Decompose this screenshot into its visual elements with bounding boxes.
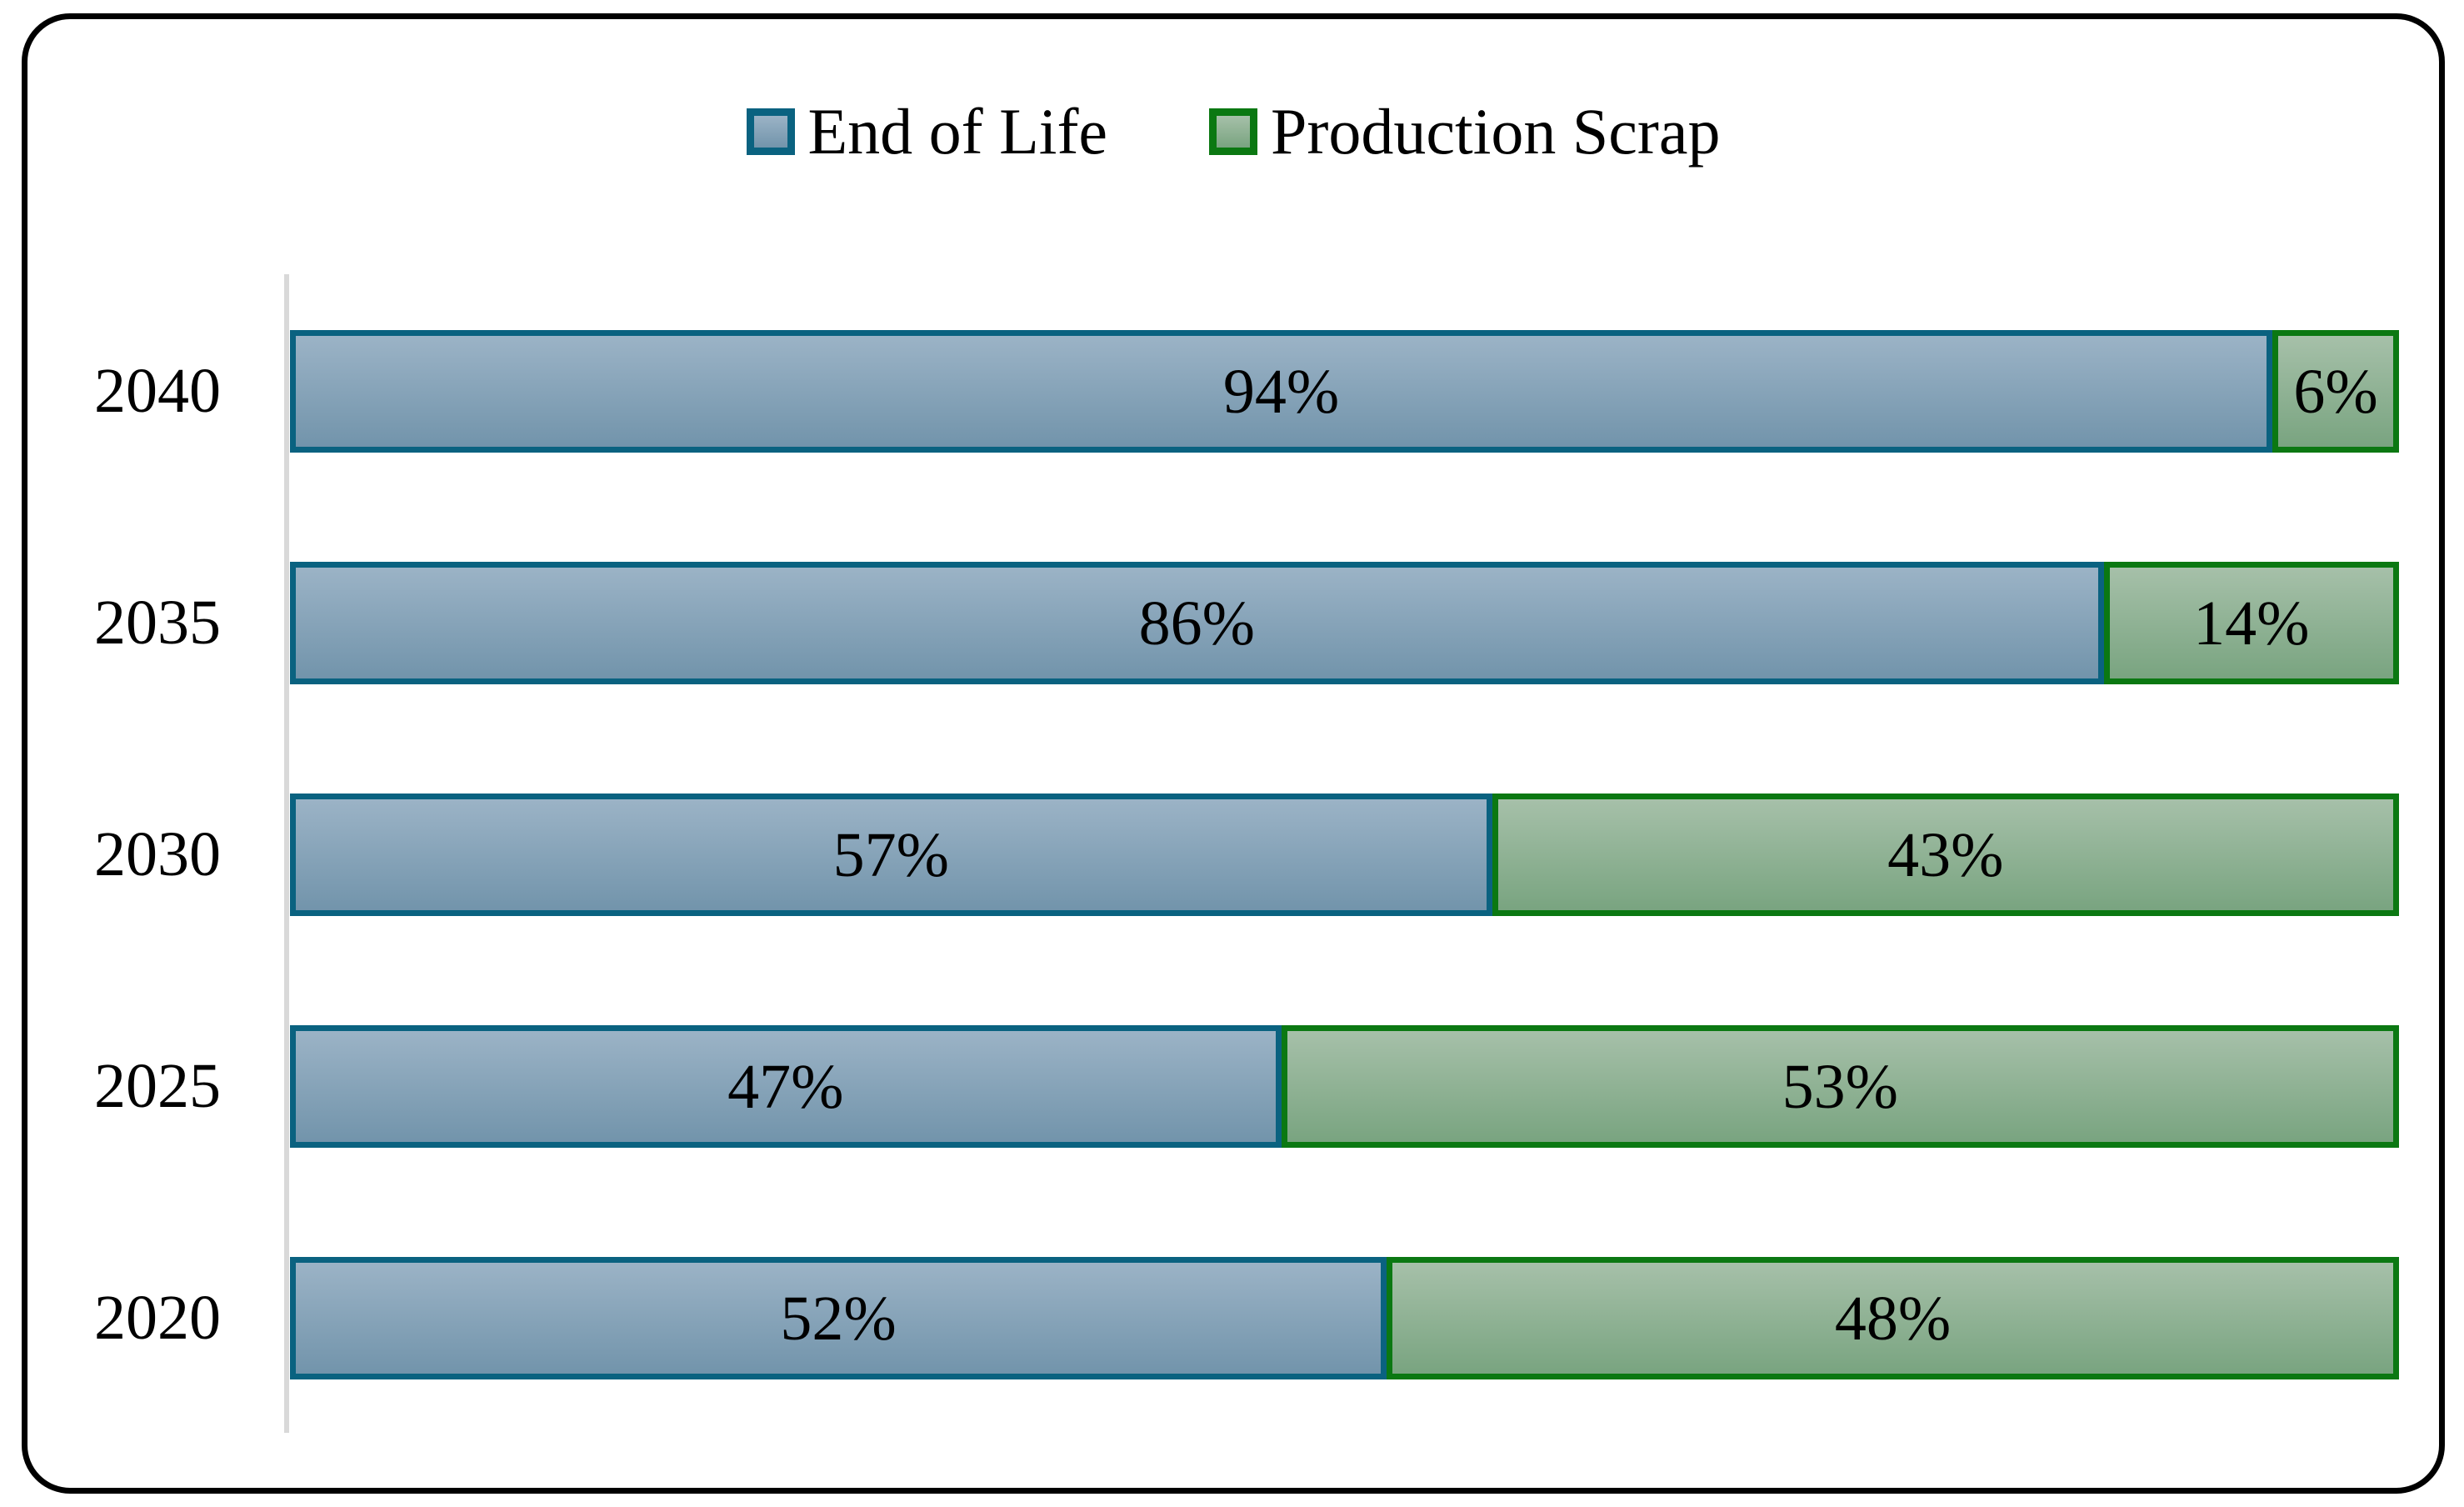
value-label: 43% — [1887, 819, 2004, 890]
category-label-2025: 2025 — [94, 1051, 221, 1121]
bar-row-2025: 2025 47% 53% — [27, 1025, 2439, 1148]
value-label: 53% — [1782, 1051, 1898, 1122]
legend-label-production-scrap: Production Scrap — [1271, 95, 1721, 168]
legend-item-production-scrap: Production Scrap — [1209, 99, 1720, 164]
stacked-bar-2040: 94% 6% — [290, 330, 2399, 453]
bar-segment-end-of-life: 57% — [290, 794, 1492, 916]
stacked-bar-2020: 52% 48% — [290, 1257, 2399, 1379]
stacked-bar-2025: 47% 53% — [290, 1025, 2399, 1148]
bar-segment-end-of-life: 94% — [290, 330, 2273, 453]
stacked-bar-2035: 86% 14% — [290, 562, 2399, 684]
value-label: 52% — [780, 1283, 897, 1354]
bar-segment-production-scrap: 14% — [2103, 562, 2399, 684]
legend-item-end-of-life: End of Life — [746, 95, 1108, 168]
value-label: 47% — [727, 1051, 844, 1122]
bar-row-2020: 2020 52% 48% — [27, 1257, 2439, 1379]
y-axis-line — [284, 274, 289, 1433]
bar-row-2035: 2035 86% 14% — [27, 562, 2439, 684]
value-label: 86% — [1138, 588, 1255, 658]
plot-area: 2040 94% 6% 2035 86% 14% 2030 57% 43% 2025 47% 53% 2… — [27, 19, 2439, 1488]
bar-segment-production-scrap: 53% — [1281, 1025, 2399, 1148]
value-label: 48% — [1834, 1283, 1952, 1354]
bar-segment-end-of-life: 52% — [290, 1257, 1387, 1379]
category-label-2030: 2030 — [94, 819, 221, 889]
stacked-bar-2030: 57% 43% — [290, 794, 2399, 916]
bar-segment-production-scrap: 43% — [1492, 794, 2399, 916]
end-of-life-swatch-icon — [746, 108, 795, 155]
value-label: 94% — [1222, 356, 1340, 427]
category-label-2020: 2020 — [94, 1283, 221, 1353]
bar-segment-production-scrap: 6% — [2272, 330, 2399, 453]
legend-label-end-of-life: End of Life — [807, 95, 1108, 168]
bar-segment-end-of-life: 86% — [290, 562, 2104, 684]
production-scrap-swatch-icon — [1209, 108, 1258, 155]
value-label: 57% — [832, 819, 949, 890]
bar-segment-production-scrap: 48% — [1387, 1257, 2399, 1379]
bar-row-2040: 2040 94% 6% — [27, 330, 2439, 453]
category-label-2040: 2040 — [94, 356, 221, 426]
bar-row-2030: 2030 57% 43% — [27, 794, 2439, 916]
legend: End of Life Production Scrap — [27, 99, 2439, 164]
bar-segment-end-of-life: 47% — [290, 1025, 1282, 1148]
category-label-2035: 2035 — [94, 588, 221, 658]
value-label: 6% — [2293, 356, 2378, 427]
chart-frame: End of Life Production Scrap 2040 94% 6% 20… — [22, 13, 2445, 1494]
value-label: 14% — [2193, 588, 2310, 658]
